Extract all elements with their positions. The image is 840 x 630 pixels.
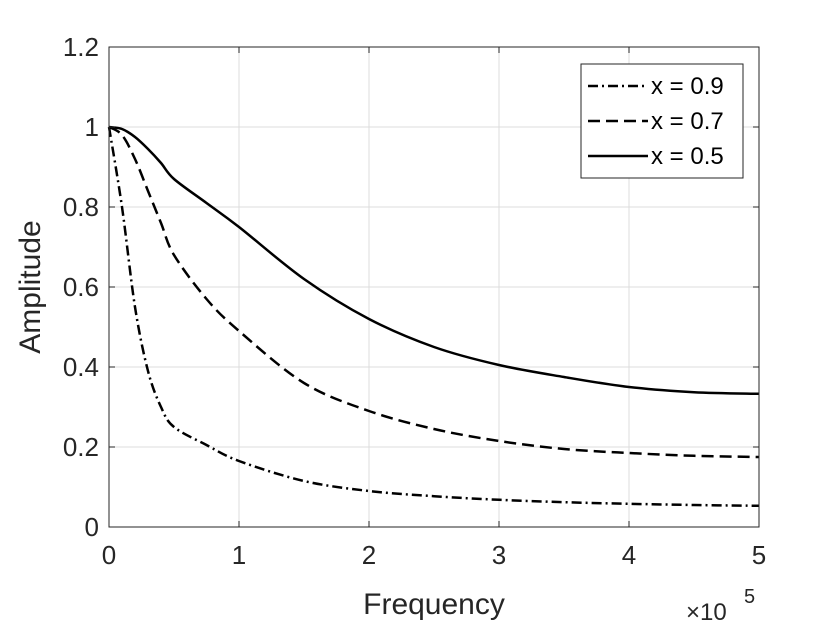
- y-tick-labels: 0 0.2 0.4 0.6 0.8 1 1.2: [63, 32, 99, 542]
- legend-label: x = 0.5: [651, 143, 724, 170]
- series-line-x-0-5: [108, 125, 760, 396]
- x-axis-multiplier: ×10 5: [686, 586, 755, 626]
- series-layer: [107, 125, 760, 508]
- legend-items: x = 0.9 x = 0.7 x = 0.5: [588, 73, 724, 170]
- legend-label: x = 0.7: [651, 108, 724, 135]
- x-tick-labels: 0 1 2 3 4 5: [102, 540, 766, 570]
- y-tick-label: 0: [85, 512, 99, 542]
- x-axis-title: Frequency: [363, 588, 505, 621]
- y-tick-label: 0.4: [63, 352, 99, 382]
- y-tick-label: 0.6: [63, 272, 99, 302]
- x-axis-multiplier-exponent: 5: [744, 586, 755, 608]
- x-tick-label: 5: [752, 540, 766, 570]
- legend: x = 0.9 x = 0.7 x = 0.5: [580, 63, 744, 179]
- x-tick-label: 4: [622, 540, 636, 570]
- x-tick-label: 1: [232, 540, 246, 570]
- y-axis-title: Amplitude: [14, 220, 47, 353]
- y-tick-label: 0.8: [63, 192, 99, 222]
- y-tick-label: 1.2: [63, 32, 99, 62]
- series-line-x-0-7: [108, 125, 760, 459]
- legend-label: x = 0.9: [651, 73, 724, 100]
- y-tick-label: 1: [85, 112, 99, 142]
- ticks: [108, 46, 760, 528]
- x-tick-label: 3: [492, 540, 506, 570]
- x-tick-label: 2: [362, 540, 376, 570]
- y-tick-label: 0.2: [63, 432, 99, 462]
- x-axis-multiplier-base: ×10: [686, 599, 727, 626]
- series-line-x-0-9: [107, 126, 760, 508]
- x-tick-label: 0: [102, 540, 116, 570]
